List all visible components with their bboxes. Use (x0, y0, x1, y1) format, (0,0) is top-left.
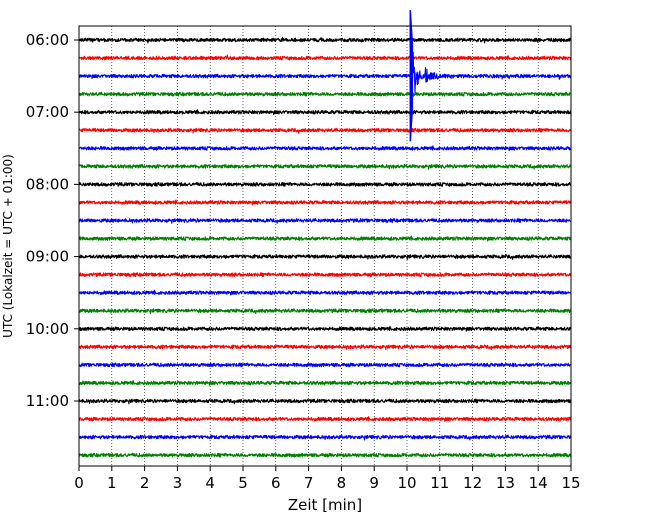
trace-21 (78, 416, 572, 423)
trace-12 (78, 254, 572, 261)
x-tick-label-1: 1 (107, 474, 117, 492)
trace-10 (78, 218, 572, 224)
x-tick-label-11: 11 (430, 474, 449, 492)
y-axis-label: UTC (Lokalzeit = UTC + 01:00) (1, 154, 15, 338)
x-tick-label-0: 0 (74, 474, 84, 492)
y-tick-label-06:00: 06:00 (26, 31, 69, 49)
trace-5 (78, 127, 572, 134)
x-tick-label-5: 5 (238, 474, 248, 492)
y-tick-label-09:00: 09:00 (26, 248, 69, 266)
trace-9 (78, 199, 572, 206)
y-tick-label-08:00: 08:00 (26, 175, 69, 193)
grid-lines (111, 26, 539, 466)
y-tick-label-11:00: 11:00 (26, 392, 69, 410)
trace-16 (78, 325, 572, 332)
trace-22 (78, 434, 572, 441)
trace-4 (78, 109, 572, 116)
x-axis-ticks: 0 1 2 3 4 5 6 7 8 9 10 11 12 13 14 15 (74, 466, 581, 492)
x-axis-label: Zeit [min] (288, 496, 362, 514)
trace-3 (78, 91, 572, 97)
trace-1 (78, 54, 572, 61)
y-tick-label-07:00: 07:00 (26, 103, 69, 121)
y-tick-label-10:00: 10:00 (26, 320, 69, 338)
trace-14 (78, 289, 572, 296)
event-spike (409, 10, 414, 142)
x-tick-label-9: 9 (369, 474, 379, 492)
x-tick-label-3: 3 (173, 474, 183, 492)
y-axis-ticks: 06:00 07:00 08:00 09:00 10:00 11:00 (26, 31, 79, 410)
trace-2 (78, 38, 572, 116)
trace-0 (78, 36, 572, 44)
x-tick-label-7: 7 (304, 474, 314, 492)
x-tick-label-15: 15 (561, 474, 580, 492)
x-tick-label-2: 2 (140, 474, 150, 492)
trace-6 (78, 145, 572, 152)
trace-18 (78, 362, 572, 368)
x-tick-label-10: 10 (397, 474, 416, 492)
x-tick-label-8: 8 (337, 474, 347, 492)
trace-19 (78, 379, 572, 386)
trace-17 (78, 344, 572, 351)
x-tick-label-12: 12 (463, 474, 482, 492)
x-tick-label-4: 4 (205, 474, 215, 492)
trace-13 (78, 272, 572, 278)
trace-15 (78, 308, 572, 315)
x-tick-label-13: 13 (496, 474, 515, 492)
trace-20 (78, 398, 572, 405)
trace-11 (78, 235, 572, 242)
trace-7 (78, 163, 572, 170)
trace-23 (78, 452, 572, 458)
plot-frame (78, 25, 572, 467)
trace-8 (78, 181, 572, 187)
seismic-traces (78, 10, 572, 458)
x-tick-label-14: 14 (529, 474, 548, 492)
x-tick-label-6: 6 (271, 474, 281, 492)
